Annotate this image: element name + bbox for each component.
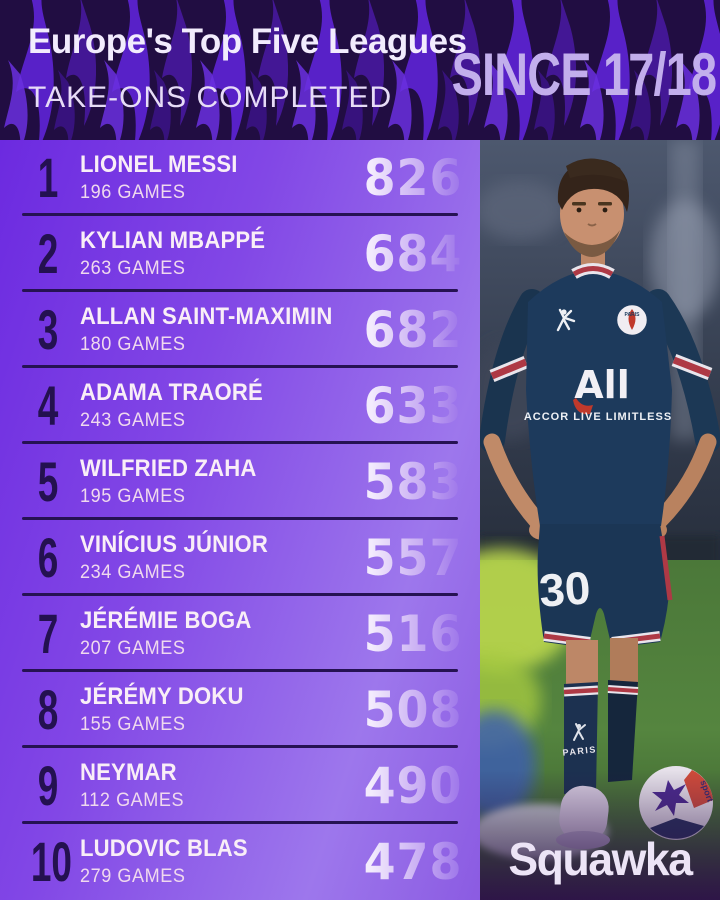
rank-number: 8 xyxy=(37,678,59,741)
player-games: 234 GAMES xyxy=(80,561,186,583)
shirt-sponsor: All xyxy=(574,363,629,407)
rank-number: 4 xyxy=(37,374,59,437)
list-item: 2 KYLIAN MBAPPÉ 263 GAMES 684 xyxy=(22,216,462,292)
list-item: 6 VINÍCIUS JÚNIOR 234 GAMES 557 xyxy=(22,520,462,596)
rank-number: 3 xyxy=(37,298,59,361)
list-item: 3 ALLAN SAINT-MAXIMIN 180 GAMES 682 xyxy=(22,292,462,368)
player-name: WILFRIED ZAHA xyxy=(80,455,257,483)
takeons-value: 633 xyxy=(363,377,462,435)
player-games: 155 GAMES xyxy=(80,713,186,735)
rank-number: 1 xyxy=(37,146,59,209)
sock-text: PARIS xyxy=(562,744,597,758)
rank-number: 2 xyxy=(37,222,59,285)
takeons-value: 557 xyxy=(363,529,462,587)
list-item: 4 ADAMA TRAORÉ 243 GAMES 633 xyxy=(22,368,462,444)
player-games: 263 GAMES xyxy=(80,257,186,279)
player-info: ADAMA TRAORÉ 243 GAMES xyxy=(74,379,355,431)
player-games: 243 GAMES xyxy=(80,409,186,431)
list-item: 7 JÉRÉMIE BOGA 207 GAMES 516 xyxy=(22,596,462,672)
player-photo-messi: PARIS All ACCOR LIVE LIMITLESS 30 xyxy=(480,140,720,900)
flame-pattern-background xyxy=(0,0,720,140)
player-name: LUDOVIC BLAS xyxy=(80,835,248,863)
player-info: NEYMAR 112 GAMES xyxy=(74,759,355,811)
list-item: 8 JÉRÉMY DOKU 155 GAMES 508 xyxy=(22,672,462,748)
ranking-list: 1 LIONEL MESSI 196 GAMES 826 2 KYLIAN MB… xyxy=(0,140,480,900)
list-item: 10 LUDOVIC BLAS 279 GAMES 478 xyxy=(22,824,462,900)
rank-number: 5 xyxy=(37,450,59,513)
player-face xyxy=(560,175,624,253)
player-info: LIONEL MESSI 196 GAMES xyxy=(74,151,355,203)
player-info: ALLAN SAINT-MAXIMIN 180 GAMES xyxy=(74,303,355,355)
player-info: VINÍCIUS JÚNIOR 234 GAMES xyxy=(74,531,355,583)
sock-jordan-logo xyxy=(573,723,586,741)
player-info: JÉRÉMIE BOGA 207 GAMES xyxy=(74,607,355,659)
takeons-value: 583 xyxy=(363,453,462,511)
takeons-value: 508 xyxy=(363,681,462,739)
rank-number: 7 xyxy=(37,602,59,665)
takeons-value: 478 xyxy=(363,833,462,891)
player-name: LIONEL MESSI xyxy=(80,151,238,179)
player-info: KYLIAN MBAPPÉ 263 GAMES xyxy=(74,227,355,279)
jordan-logo xyxy=(556,308,576,332)
player-name: VINÍCIUS JÚNIOR xyxy=(80,531,269,559)
player-games: 195 GAMES xyxy=(80,485,186,507)
player-name: JÉRÉMIE BOGA xyxy=(80,607,252,635)
player-name: KYLIAN MBAPPÉ xyxy=(80,227,266,255)
rank-number: 10 xyxy=(30,830,72,893)
crest-text: PARIS xyxy=(625,312,641,318)
player-info: JÉRÉMY DOKU 155 GAMES xyxy=(74,683,355,735)
player-name: NEYMAR xyxy=(80,759,177,787)
player-games: 279 GAMES xyxy=(80,865,186,887)
rank-number: 6 xyxy=(37,526,59,589)
header: Europe's Top Five Leagues TAKE-ONS COMPL… xyxy=(0,0,720,140)
page-subtitle: TAKE-ONS COMPLETED xyxy=(28,81,393,114)
shorts-number: 30 xyxy=(537,561,592,616)
player-games: 196 GAMES xyxy=(80,181,186,203)
takeons-value: 516 xyxy=(363,605,462,663)
page-title: Europe's Top Five Leagues xyxy=(28,22,467,61)
takeons-value: 826 xyxy=(363,149,462,207)
player-name: JÉRÉMY DOKU xyxy=(80,683,244,711)
player-name: ADAMA TRAORÉ xyxy=(80,379,263,407)
player-name: ALLAN SAINT-MAXIMIN xyxy=(80,303,333,331)
takeons-value: 684 xyxy=(363,225,462,283)
shirt-sponsor-sub: ACCOR LIVE LIMITLESS xyxy=(524,411,672,423)
player-games: 207 GAMES xyxy=(80,637,186,659)
rank-number: 9 xyxy=(37,754,59,817)
list-item: 1 LIONEL MESSI 196 GAMES 826 xyxy=(22,140,462,216)
player-games: 180 GAMES xyxy=(80,333,186,355)
list-item: 5 WILFRIED ZAHA 195 GAMES 583 xyxy=(22,444,462,520)
psg-crest: PARIS xyxy=(614,302,650,338)
since-badge: SINCE 17/18 xyxy=(451,41,716,108)
player-info: LUDOVIC BLAS 279 GAMES xyxy=(74,835,355,887)
list-item: 9 NEYMAR 112 GAMES 490 xyxy=(22,748,462,824)
takeons-value: 682 xyxy=(363,301,462,359)
takeons-value: 490 xyxy=(363,757,462,815)
player-info: WILFRIED ZAHA 195 GAMES xyxy=(74,455,355,507)
squawka-logo: Squawka xyxy=(508,833,693,885)
player-games: 112 GAMES xyxy=(80,789,185,811)
